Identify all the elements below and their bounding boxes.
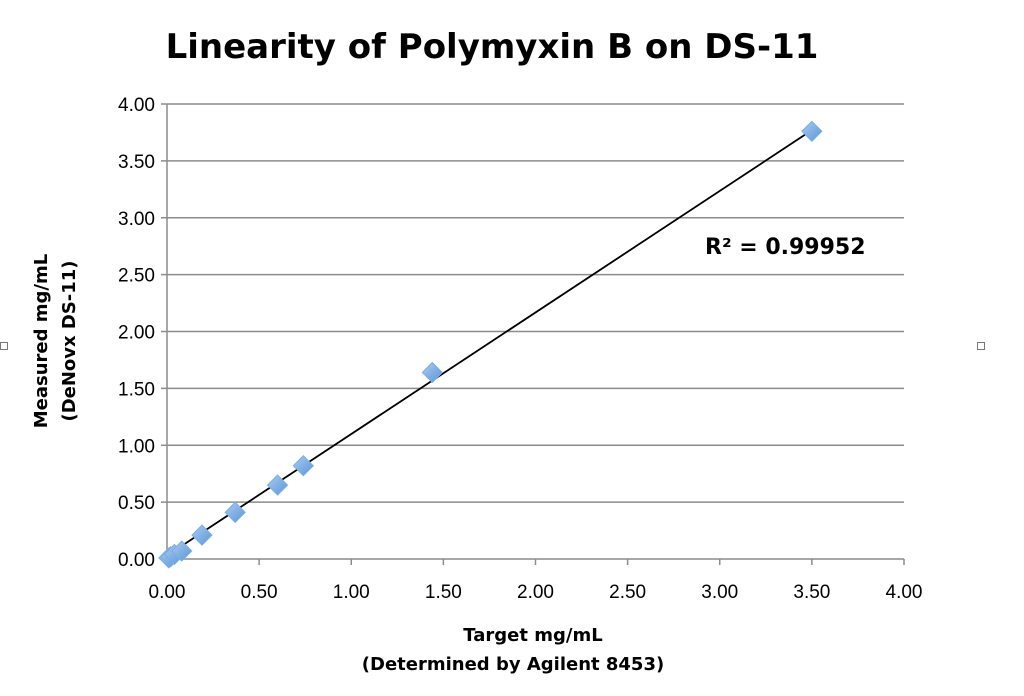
linear-trendline: [166, 129, 813, 557]
x-tick-label-2.50: 2.50: [609, 582, 646, 603]
y-tick-label-1.50: 1.50: [118, 379, 155, 400]
data-point-5: [224, 501, 246, 524]
chart-title: Linearity of Polymyxin B on DS-11: [166, 27, 819, 67]
y-tick-label-0.00: 0.00: [118, 550, 155, 571]
y-tick-label-0.50: 0.50: [118, 493, 155, 514]
data-points: [158, 120, 823, 569]
right-resize-handle[interactable]: [977, 342, 985, 350]
r-squared-annotation: R² = 0.99952: [705, 235, 866, 260]
y-tick-label-2.50: 2.50: [118, 266, 155, 287]
y-axis-label: Measured mg/mL: [31, 254, 52, 428]
x-axis-label: Target mg/mL: [463, 625, 602, 646]
y-tick-label-3.00: 3.00: [118, 209, 155, 230]
y-axis-label-subtitle: (DeNovx DS-11): [59, 260, 80, 421]
x-tick-label-1.00: 1.00: [333, 582, 370, 603]
data-point-6: [266, 474, 289, 496]
data-point-7: [292, 455, 315, 477]
y-tick-label-3.50: 3.50: [118, 152, 155, 173]
x-tick-label-4.00: 4.00: [886, 582, 923, 603]
data-point-8: [421, 361, 444, 384]
y-tick-label-1.00: 1.00: [118, 436, 155, 457]
data-point-4: [191, 524, 213, 546]
y-tick-label-4.00: 4.00: [118, 95, 155, 116]
y-tick-labels: 0.00 0.50 1.00 1.50 2.00 2.50 3.00 3.50 4.00: [118, 95, 167, 571]
x-tick-labels: 0.00 0.50 1.00 1.50 2.00 2.50 3.00 3.50 4.00: [149, 559, 923, 603]
x-tick-label-3.50: 3.50: [793, 582, 830, 603]
x-tick-label-1.50: 1.50: [425, 582, 462, 603]
x-tick-label-2.00: 2.00: [517, 582, 554, 603]
grid-lines: [167, 103, 904, 503]
x-tick-label-3.00: 3.00: [701, 582, 738, 603]
x-tick-label-0.50: 0.50: [241, 582, 278, 603]
data-point-9: [801, 120, 823, 143]
x-tick-label-0.00: 0.00: [149, 582, 186, 603]
x-axis-label-subtitle: (Determined by Agilent 8453): [362, 654, 664, 675]
left-resize-handle[interactable]: [0, 342, 8, 350]
data-point-3: [171, 540, 193, 562]
y-tick-label-2.00: 2.00: [118, 323, 155, 344]
